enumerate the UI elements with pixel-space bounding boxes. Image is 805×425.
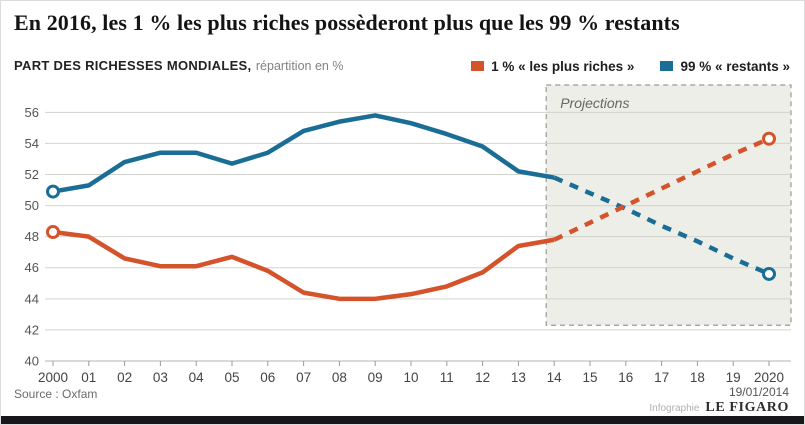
x-tick-label: 16 xyxy=(618,370,633,384)
endpoint-marker xyxy=(46,184,60,199)
endpoint-marker xyxy=(46,224,60,239)
x-tick-label: 01 xyxy=(81,370,96,384)
y-tick-label: 40 xyxy=(25,354,39,369)
series-line-solid xyxy=(52,229,555,302)
page-title: En 2016, les 1 % les plus riches possède… xyxy=(14,10,680,35)
projection-label: Projections xyxy=(560,95,629,111)
chart-subtitle: PART DES RICHESSES MONDIALES, répartitio… xyxy=(14,57,343,75)
legend-label-rest: 99 % « restants » xyxy=(680,58,790,74)
chart-subtitle-main: PART DES RICHESSES MONDIALES, xyxy=(14,58,252,73)
x-tick-label: 09 xyxy=(368,370,383,384)
chart-legend: 1 % « les plus riches » 99 % « restants … xyxy=(471,59,790,74)
series-line-solid xyxy=(52,113,555,194)
credit-label: Infographie xyxy=(649,403,700,414)
x-tick-label: 02 xyxy=(117,370,132,384)
y-tick-label: 50 xyxy=(25,198,39,213)
x-tick-label: 11 xyxy=(440,370,454,384)
legend-item-rest: 99 % « restants » xyxy=(660,59,790,74)
x-tick-label: 2020 xyxy=(754,370,784,384)
source-label: Source : Oxfam xyxy=(14,387,98,401)
series-line-projection xyxy=(553,175,770,277)
x-tick-label: 19 xyxy=(726,370,741,384)
x-tick-label: 2000 xyxy=(38,370,68,384)
x-tick-label: 15 xyxy=(582,370,597,384)
subtitle-legend-row: PART DES RICHESSES MONDIALES, répartitio… xyxy=(14,57,790,75)
x-tick-label: 14 xyxy=(547,370,563,384)
endpoint-marker xyxy=(762,131,776,146)
chart-subtitle-note: répartition en % xyxy=(255,59,344,73)
date-label: 19/01/2014 xyxy=(728,385,789,399)
y-tick-label: 54 xyxy=(25,136,39,151)
x-tick-label: 06 xyxy=(260,370,275,384)
y-tick-label: 56 xyxy=(25,105,39,120)
x-tick-label: 05 xyxy=(224,370,239,384)
endpoint-marker xyxy=(762,266,776,281)
legend-swatch-richest-icon xyxy=(471,61,485,71)
x-tick-label: 18 xyxy=(690,370,705,384)
brand-logo: LE FIGARO xyxy=(705,400,789,415)
x-tick-label: 03 xyxy=(153,370,168,384)
bottom-bar xyxy=(1,416,804,424)
legend-item-richest: 1 % « les plus riches » xyxy=(471,59,634,74)
x-tick-label: 17 xyxy=(654,370,669,384)
x-tick-label: 13 xyxy=(511,370,526,384)
y-tick-label: 42 xyxy=(25,322,39,337)
legend-swatch-rest-icon xyxy=(660,61,674,71)
credit-row: Infographie LE FIGARO xyxy=(649,400,789,416)
x-tick-label: 04 xyxy=(189,370,205,384)
x-tick-label: 08 xyxy=(332,370,347,384)
series-line-projection xyxy=(553,136,770,242)
y-tick-label: 46 xyxy=(25,260,39,275)
x-tick-label: 07 xyxy=(296,370,311,384)
y-tick-label: 48 xyxy=(25,229,39,244)
x-tick-label: 10 xyxy=(403,370,418,384)
y-tick-label: 44 xyxy=(25,291,39,306)
x-tick-label: 12 xyxy=(475,370,490,384)
y-tick-label: 52 xyxy=(25,167,39,182)
legend-label-richest: 1 % « les plus riches » xyxy=(491,58,635,74)
wealth-share-line-chart: Projections 40 42 44 46 48 50 52 54 56 2000 01 02 03 0… xyxy=(25,84,792,384)
